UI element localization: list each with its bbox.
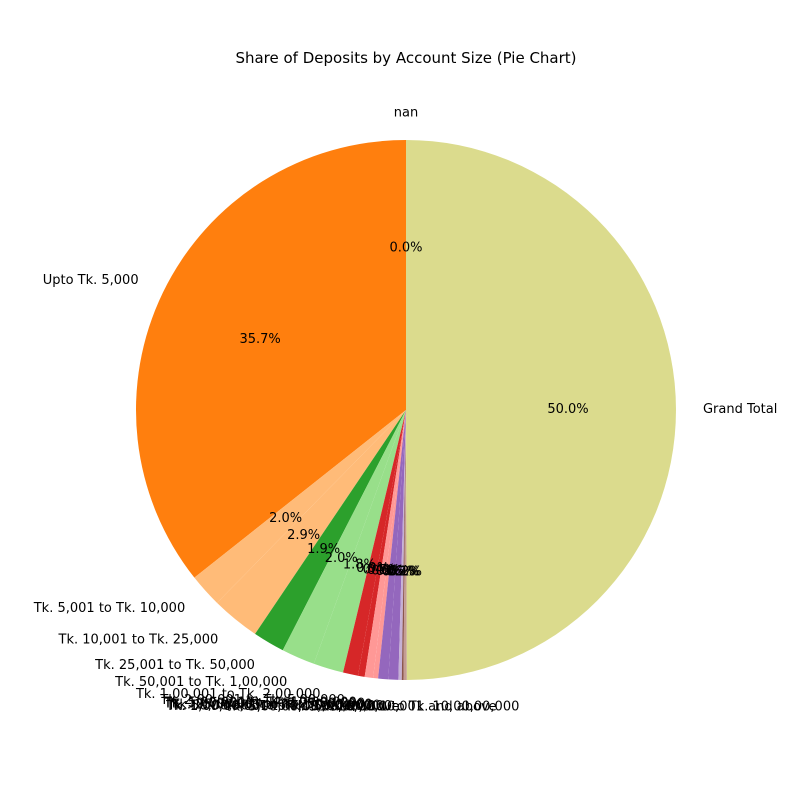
slice-category-label: nan: [394, 106, 418, 121]
slice-category-label: Tk. 5,001 to Tk. 10,000: [33, 601, 186, 616]
pie-slice: [388, 410, 406, 680]
slice-category-label: Tk. 25,00,001 to Tk. 50,00,000: [170, 698, 372, 713]
slice-category-label: Tk. 50,001 to Tk. 1,00,000: [114, 675, 287, 690]
slice-percent-label: 0.0%: [389, 241, 422, 256]
slice-category-label: Tk. 5,00,00,001 and above: [224, 699, 400, 714]
pie-slice: [398, 410, 406, 680]
slice-category-label: Tk. 2,00,001 to Tk. 5,00,000: [159, 693, 345, 708]
slice-category-label: Grand Total: [703, 402, 777, 417]
slice-category-label: Tk. 50,00,001 to Tk. 1,00,00,000: [166, 698, 381, 713]
slice-category-label: Tk. 10,00,001 to Tk. 25,00,000: [163, 697, 365, 712]
pie-slices: [136, 140, 676, 680]
slice-percent-label: 0.2%: [386, 564, 419, 579]
percent-labels: 0.0%35.7%2.0%2.9%1.9%2.0%1.8%0.9%0.4%0.5…: [239, 241, 588, 580]
slice-category-label: Tk. 10,00,00,001 and above: [312, 699, 496, 714]
pie-slice: [401, 410, 406, 680]
slice-category-label: Tk. 25,001 to Tk. 50,000: [94, 658, 255, 673]
pie-slice: [343, 410, 406, 676]
pie-slice: [194, 410, 406, 603]
slice-percent-label: 50.0%: [547, 402, 588, 417]
slice-percent-label: 0.9%: [356, 561, 389, 576]
pie-slice: [357, 410, 406, 677]
pie-slice: [378, 410, 406, 680]
pie-slice: [255, 410, 406, 651]
pie-slice: [406, 140, 676, 680]
slice-percent-label: 0.6%: [376, 564, 409, 579]
slice-percent-label: 0.4%: [363, 562, 396, 577]
slice-category-label: Upto Tk. 5,000: [43, 273, 139, 288]
slice-category-label: Tk. 1,00,00,001 to Tk. 5,00,00,000: [165, 699, 392, 714]
pie-slice: [282, 410, 406, 664]
slice-category-label: Tk. 10,001 to Tk. 25,000: [58, 633, 219, 648]
slice-percent-label: 0.6%: [382, 564, 415, 579]
slice-category-label: Tk. 5,00,001 to Tk. 10,00,000: [163, 695, 357, 710]
slice-percent-label: 1.8%: [343, 558, 376, 573]
chart-title: Share of Deposits by Account Size (Pie C…: [235, 49, 576, 67]
slice-percent-label: 2.9%: [287, 528, 320, 543]
pie-slice: [313, 410, 406, 673]
pie-slice: [136, 140, 406, 578]
slice-category-label: Tk. 1,00,001 to Tk. 2,00,000: [135, 687, 321, 702]
slice-percent-label: 0.5%: [367, 563, 400, 578]
slice-percent-label: 1.9%: [307, 542, 340, 557]
slice-percent-label: 2.0%: [325, 551, 358, 566]
slice-percent-label: 35.7%: [239, 332, 280, 347]
slice-percent-label: 0.1%: [387, 564, 420, 579]
pie-slice: [373, 410, 406, 679]
pie-slice: [217, 410, 406, 634]
category-labels: nan Upto Tk. 5,000 Tk. 5,001 to Tk. 10,000…: [33, 106, 778, 715]
slice-percent-label: 2.0%: [269, 511, 302, 526]
slice-percent-label: 0.3%: [371, 563, 404, 578]
slice-percent-label: 0.2%: [389, 564, 422, 579]
slice-category-label: Tk. 5,00,00,001 to Tk. 10,00,00,000: [284, 699, 519, 714]
pie-slice: [364, 410, 406, 678]
pie-slice: [403, 410, 407, 680]
